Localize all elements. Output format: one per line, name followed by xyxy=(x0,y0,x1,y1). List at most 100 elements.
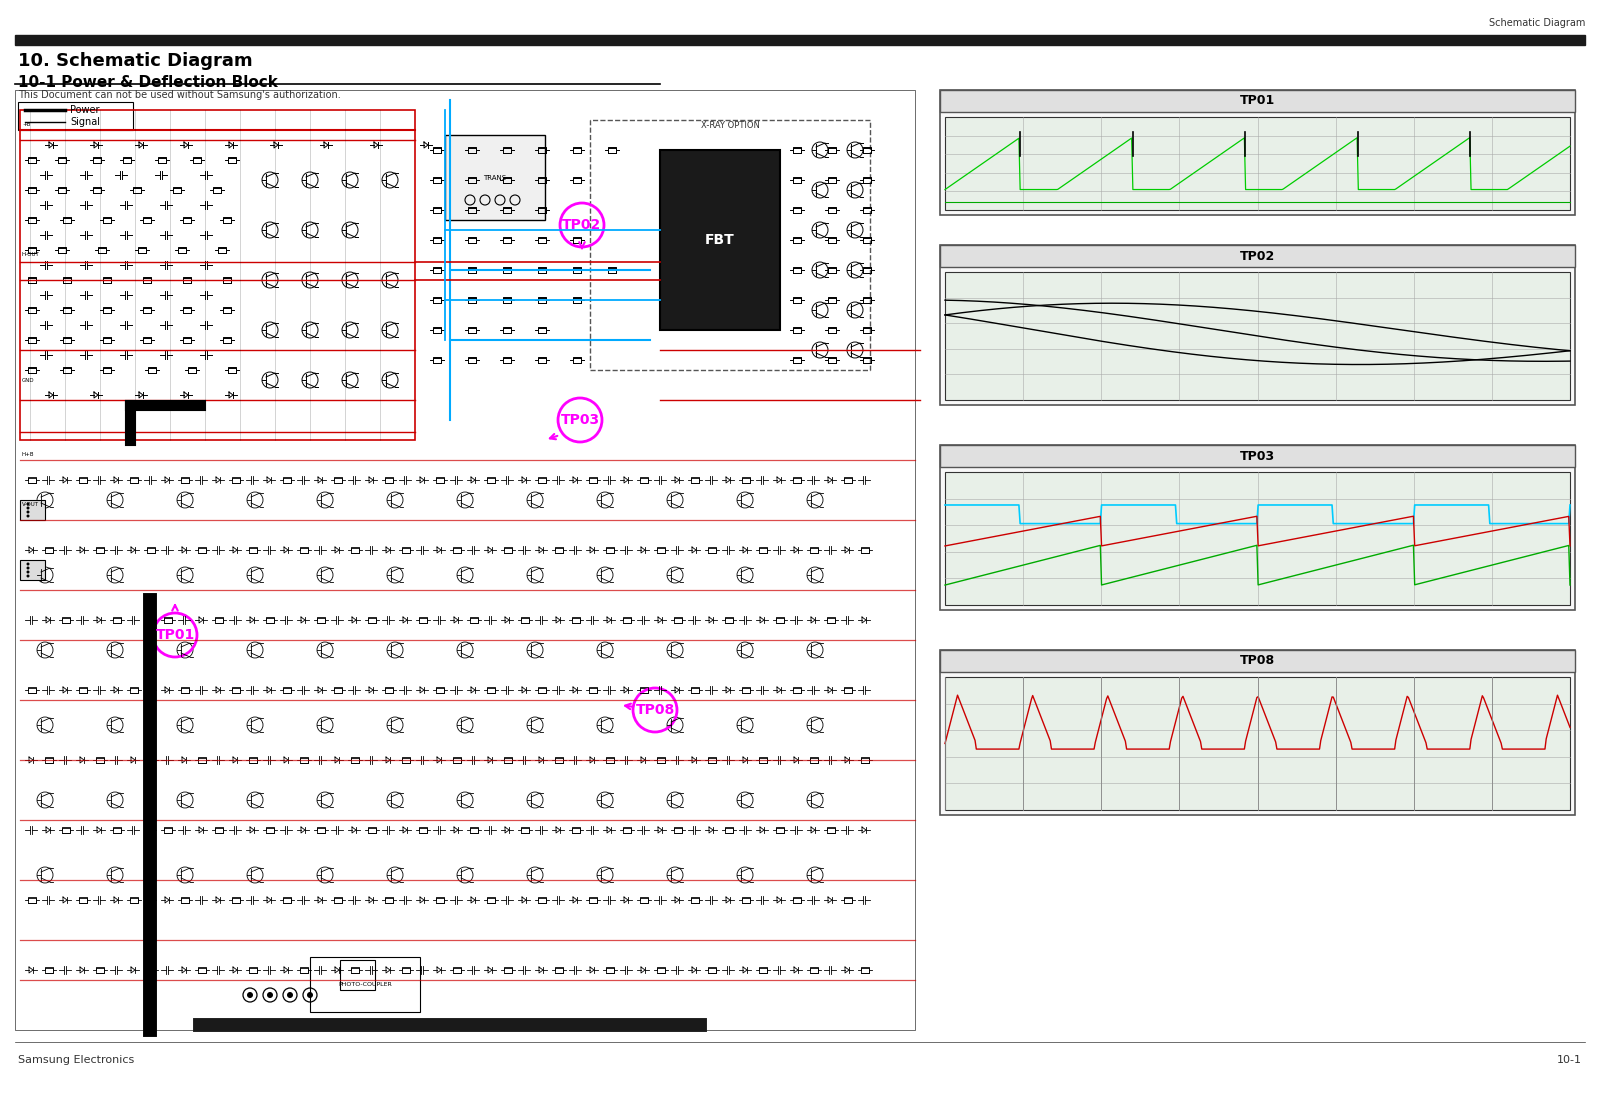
Bar xyxy=(941,90,1574,112)
Text: GND: GND xyxy=(22,377,35,383)
Bar xyxy=(62,218,70,222)
Bar xyxy=(229,157,237,163)
Bar xyxy=(941,245,1574,405)
Circle shape xyxy=(27,515,29,517)
Bar xyxy=(386,477,394,483)
Bar xyxy=(589,688,597,693)
Bar xyxy=(827,827,835,833)
Bar xyxy=(114,617,122,623)
Bar xyxy=(538,358,546,363)
Bar xyxy=(794,898,802,902)
Bar xyxy=(776,827,784,833)
Bar xyxy=(742,688,750,693)
Bar xyxy=(189,367,195,373)
Bar xyxy=(402,758,410,762)
Bar xyxy=(467,297,477,302)
Bar xyxy=(317,827,325,833)
Text: PHOTO-COUPLER: PHOTO-COUPLER xyxy=(338,982,392,988)
Bar xyxy=(142,338,150,342)
Bar xyxy=(829,177,835,183)
Bar xyxy=(502,208,510,212)
Bar xyxy=(504,968,512,972)
Bar xyxy=(29,157,35,163)
Bar xyxy=(573,617,579,623)
Bar xyxy=(18,102,133,130)
Bar xyxy=(182,277,190,283)
Bar xyxy=(606,548,614,552)
Bar xyxy=(45,758,53,762)
Bar xyxy=(829,267,835,273)
Bar xyxy=(589,477,597,483)
Circle shape xyxy=(267,992,274,998)
Bar xyxy=(861,968,869,972)
Bar xyxy=(573,177,581,183)
Bar xyxy=(130,477,138,483)
Bar xyxy=(725,827,733,833)
Circle shape xyxy=(27,566,29,570)
Bar xyxy=(502,328,510,332)
Bar xyxy=(538,177,546,183)
Bar xyxy=(941,446,1574,468)
Bar xyxy=(317,617,325,623)
Bar xyxy=(608,147,616,153)
Circle shape xyxy=(27,571,29,573)
Bar xyxy=(178,248,186,253)
Bar xyxy=(691,477,699,483)
Text: Schematic Diagram: Schematic Diagram xyxy=(1488,18,1586,28)
Bar xyxy=(133,187,141,192)
Bar xyxy=(301,968,307,972)
Bar xyxy=(573,238,581,242)
Bar xyxy=(182,218,190,222)
Bar xyxy=(218,248,226,253)
Bar xyxy=(658,968,666,972)
Bar xyxy=(78,477,86,483)
Bar xyxy=(502,147,510,153)
Bar xyxy=(173,187,181,192)
Bar xyxy=(93,157,101,163)
Text: TP08: TP08 xyxy=(1240,654,1275,668)
Bar xyxy=(861,758,869,762)
Bar xyxy=(98,248,106,253)
Bar xyxy=(147,968,155,972)
Bar xyxy=(691,688,699,693)
Bar xyxy=(29,187,35,192)
Text: Samsung Electronics: Samsung Electronics xyxy=(18,1055,134,1065)
Bar xyxy=(435,898,445,902)
Bar xyxy=(250,548,258,552)
Bar xyxy=(434,297,442,302)
Bar xyxy=(794,477,802,483)
Bar xyxy=(794,177,802,183)
Bar xyxy=(368,617,376,623)
Bar xyxy=(707,968,717,972)
Bar xyxy=(130,688,138,693)
Bar xyxy=(829,238,835,242)
Bar xyxy=(266,827,274,833)
Bar xyxy=(862,177,870,183)
Bar xyxy=(62,617,70,623)
Bar xyxy=(573,147,581,153)
Bar xyxy=(522,617,530,623)
Bar xyxy=(19,500,45,520)
Bar xyxy=(213,187,221,192)
Bar xyxy=(214,617,222,623)
Bar xyxy=(522,827,530,833)
Bar xyxy=(658,758,666,762)
Bar xyxy=(467,358,477,363)
Bar xyxy=(538,328,546,332)
Bar xyxy=(29,308,35,312)
Bar xyxy=(467,208,477,212)
Bar xyxy=(181,898,189,902)
Text: H-OUT: H-OUT xyxy=(22,253,40,257)
Bar xyxy=(102,308,110,312)
Bar xyxy=(661,150,781,330)
Bar xyxy=(96,758,104,762)
Text: Power: Power xyxy=(70,104,99,116)
Bar xyxy=(435,688,445,693)
Text: V-OUT: V-OUT xyxy=(22,503,38,507)
Bar xyxy=(946,676,1570,810)
Bar xyxy=(334,898,342,902)
Bar xyxy=(19,110,414,440)
Bar xyxy=(502,267,510,273)
Bar xyxy=(58,248,66,253)
Bar xyxy=(78,898,86,902)
